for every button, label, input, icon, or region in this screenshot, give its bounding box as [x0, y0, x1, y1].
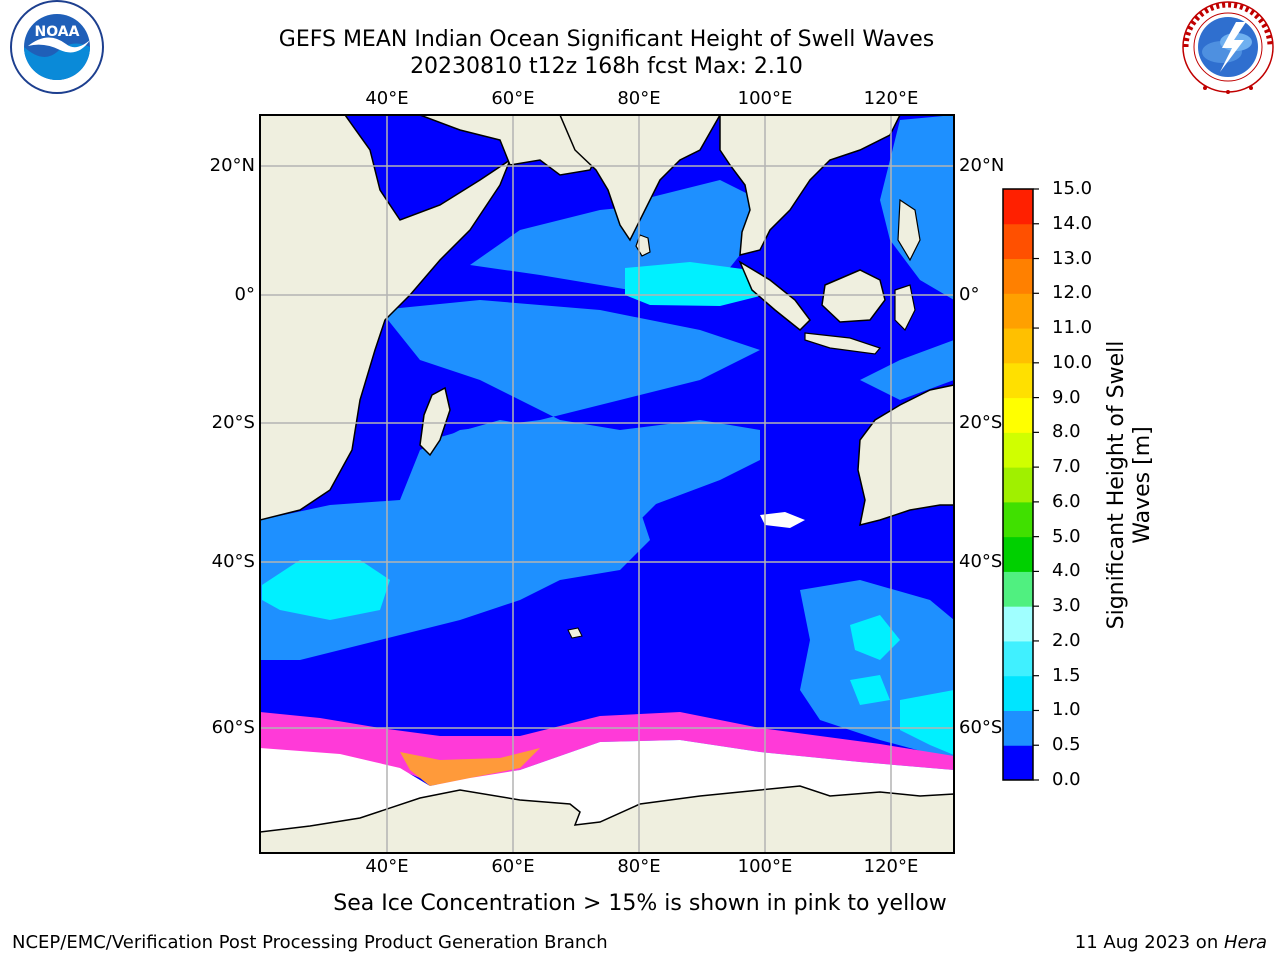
- colorbar-segment: [1003, 501, 1033, 538]
- colorbar-segment: [1003, 328, 1033, 364]
- x-tick-bottom-100e: 100°E: [737, 856, 793, 877]
- y-tick-right-20s: 20°S: [959, 412, 1003, 433]
- colorbar-segment: [1003, 536, 1033, 572]
- colorbar-tick-label: 14.0: [1052, 212, 1093, 234]
- colorbar-segment: [1003, 362, 1033, 399]
- colorbar-tick-label: 0.0: [1052, 769, 1081, 790]
- australia-land: [857, 384, 954, 527]
- x-tick-top-100e: 100°E: [737, 88, 793, 109]
- colorbar-segment: [1003, 293, 1033, 329]
- noaa-logo: NOAA: [10, 0, 104, 94]
- colorbar-tick-label: 8.0: [1052, 421, 1081, 443]
- colorbar-tick-label: 12.0: [1052, 282, 1093, 304]
- x-tick-bottom-80e: 80°E: [617, 856, 661, 877]
- x-tick-bottom-60e: 60°E: [491, 856, 535, 877]
- colorbar-tick-label: 4.0: [1052, 560, 1081, 582]
- colorbar-tick-label: 13.0: [1052, 247, 1093, 269]
- y-tick-right-0: 0°: [959, 284, 980, 305]
- colorbar-tick-label: 2.0: [1052, 629, 1081, 651]
- y-tick-right-20n: 20°N: [959, 155, 1005, 176]
- colorbar: [1002, 188, 1039, 781]
- sumatra-land: [738, 260, 811, 332]
- y-tick-right-60s: 60°S: [959, 717, 1003, 738]
- colorbar-tick-label: 1.5: [1052, 664, 1081, 686]
- colorbar-tick-label: 6.0: [1052, 490, 1081, 512]
- y-tick-left-40s: 40°S: [211, 551, 255, 572]
- footer-machine: Hera: [1223, 932, 1267, 953]
- footer-date: 11 Aug 2023 on Hera: [1075, 933, 1267, 953]
- colorbar-tick-label: 5.0: [1052, 525, 1081, 547]
- madagascar-land: [419, 386, 451, 457]
- colorbar-segment: [1003, 467, 1033, 503]
- colorbar-segment: [1003, 745, 1033, 781]
- y-tick-left-60s: 60°S: [211, 717, 255, 738]
- colorbar-tick-label: 10.0: [1052, 351, 1093, 373]
- x-tick-top-60e: 60°E: [491, 88, 535, 109]
- colorbar-label: Significant Height of Swell Waves [m]: [1104, 340, 1155, 630]
- footer-credit: NCEP/EMC/Verification Post Processing Pr…: [12, 932, 608, 953]
- colorbar-tick-label: 15.0: [1052, 178, 1093, 199]
- x-tick-bottom-120e: 120°E: [863, 856, 919, 877]
- x-tick-bottom-40e: 40°E: [365, 856, 409, 877]
- colorbar-tick-label: 3.0: [1052, 595, 1081, 617]
- sea-ice-note: Sea Ice Concentration > 15% is shown in …: [333, 891, 947, 916]
- colorbar-tick-label: 7.0: [1052, 456, 1081, 478]
- x-tick-top-120e: 120°E: [863, 88, 919, 109]
- antarctica-land: [260, 785, 954, 853]
- map-title: GEFS MEAN Indian Ocean Significant Heigh…: [278, 27, 935, 52]
- map-frame: [259, 114, 955, 854]
- colorbar-tick-label: 0.5: [1052, 734, 1081, 756]
- colorbar-segment: [1003, 397, 1033, 433]
- colorbar-tick-label: 11.0: [1052, 317, 1093, 339]
- y-tick-right-40s: 40°S: [959, 551, 1003, 572]
- map-subtitle: 20230810 t12z 168h fcst Max: 2.10: [410, 54, 803, 79]
- colorbar-segment: [1003, 432, 1033, 468]
- y-tick-left-20n: 20°N: [209, 155, 255, 176]
- graticule: [260, 115, 954, 853]
- colorbar-segment: [1003, 189, 1033, 225]
- x-tick-top-80e: 80°E: [617, 88, 661, 109]
- colorbar-segment: [1003, 675, 1033, 711]
- y-tick-left-0: 0°: [234, 284, 255, 305]
- noaa-logo-text: NOAA: [35, 24, 80, 40]
- map-area: [260, 115, 954, 853]
- borneo-land: [821, 269, 886, 323]
- colorbar-tick-label: 1.0: [1052, 699, 1081, 721]
- colorbar-segment: [1003, 606, 1033, 642]
- nws-logo: [1182, 1, 1274, 94]
- colorbar-frame: [1002, 188, 1034, 781]
- colorbar-segment: [1003, 710, 1033, 746]
- x-tick-top-40e: 40°E: [365, 88, 409, 109]
- footer-date-text: 11 Aug 2023 on: [1074, 932, 1224, 953]
- colorbar-segment: [1003, 223, 1033, 260]
- africa-land: [260, 115, 512, 521]
- y-tick-left-20s: 20°S: [211, 412, 255, 433]
- colorbar-tick-label: 9.0: [1052, 386, 1081, 408]
- colorbar-segment: [1003, 571, 1033, 607]
- colorbar-segment: [1003, 258, 1033, 294]
- colorbar-segment: [1003, 640, 1033, 677]
